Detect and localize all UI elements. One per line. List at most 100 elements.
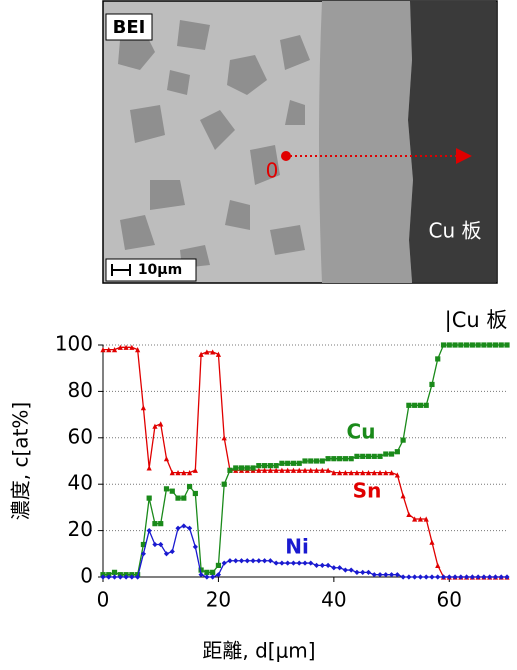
marker bbox=[383, 451, 388, 456]
region-label: Cu 板 bbox=[429, 219, 482, 243]
marker bbox=[279, 461, 284, 466]
marker bbox=[325, 563, 330, 568]
x-axis-title: 距離, d[μm] bbox=[202, 639, 315, 663]
marker bbox=[470, 342, 475, 347]
marker bbox=[204, 570, 209, 575]
marker bbox=[331, 565, 336, 570]
marker bbox=[222, 482, 227, 487]
marker bbox=[227, 558, 232, 563]
marker bbox=[360, 454, 365, 459]
marker bbox=[147, 465, 152, 470]
marker bbox=[314, 458, 319, 463]
marker bbox=[435, 563, 440, 568]
marker bbox=[262, 463, 267, 468]
micrograph: BEI 10μm 0 Cu 板 bbox=[103, 1, 497, 283]
marker bbox=[152, 424, 157, 429]
marker bbox=[504, 342, 509, 347]
marker bbox=[141, 405, 146, 410]
marker bbox=[499, 342, 504, 347]
marker bbox=[291, 461, 296, 466]
marker bbox=[233, 465, 238, 470]
marker bbox=[112, 570, 117, 575]
marker bbox=[152, 521, 157, 526]
marker bbox=[487, 342, 492, 347]
marker bbox=[366, 570, 371, 575]
marker bbox=[193, 544, 198, 549]
marker bbox=[147, 528, 152, 533]
marker bbox=[199, 352, 204, 357]
marker bbox=[308, 560, 313, 565]
y-tick-label: 60 bbox=[68, 424, 93, 448]
marker bbox=[429, 382, 434, 387]
marker bbox=[401, 574, 406, 579]
marker bbox=[222, 560, 227, 565]
marker bbox=[354, 570, 359, 575]
marker bbox=[377, 454, 382, 459]
marker bbox=[193, 468, 198, 473]
x-tick-label: 20 bbox=[206, 588, 231, 612]
marker bbox=[291, 560, 296, 565]
x-tick-label: 40 bbox=[321, 588, 346, 612]
imc-layer bbox=[319, 1, 413, 283]
marker bbox=[424, 574, 429, 579]
marker bbox=[406, 512, 411, 517]
marker bbox=[481, 342, 486, 347]
marker bbox=[256, 558, 261, 563]
marker bbox=[147, 496, 152, 501]
marker bbox=[285, 560, 290, 565]
marker bbox=[204, 574, 209, 579]
marker bbox=[308, 458, 313, 463]
marker bbox=[401, 493, 406, 498]
marker bbox=[349, 567, 354, 572]
marker bbox=[343, 567, 348, 572]
marker bbox=[406, 403, 411, 408]
marker bbox=[175, 496, 180, 501]
marker bbox=[435, 356, 440, 361]
marker bbox=[152, 542, 157, 547]
page: {"image": {"label": "BEI", "scale": "10μ… bbox=[0, 0, 517, 666]
marker bbox=[372, 454, 377, 459]
marker bbox=[464, 342, 469, 347]
marker bbox=[175, 526, 180, 531]
marker bbox=[268, 558, 273, 563]
series-label: Ni bbox=[285, 535, 309, 559]
marker bbox=[337, 565, 342, 570]
marker bbox=[216, 352, 221, 357]
marker bbox=[164, 486, 169, 491]
marker bbox=[245, 558, 250, 563]
marker bbox=[268, 463, 273, 468]
marker bbox=[112, 574, 117, 579]
y-tick-label: 80 bbox=[68, 378, 93, 402]
marker bbox=[250, 465, 255, 470]
marker bbox=[158, 421, 163, 426]
marker bbox=[187, 484, 192, 489]
marker bbox=[406, 574, 411, 579]
marker bbox=[262, 558, 267, 563]
marker bbox=[170, 489, 175, 494]
figure: BEI 10μm 0 Cu 板 |Cu 板 距離, d[μm] 濃度, c[at… bbox=[0, 0, 517, 666]
marker bbox=[401, 438, 406, 443]
marker bbox=[412, 403, 417, 408]
image-label: BEI bbox=[113, 17, 146, 38]
marker bbox=[297, 461, 302, 466]
y-tick-label: 0 bbox=[80, 564, 93, 588]
marker bbox=[320, 458, 325, 463]
marker bbox=[441, 342, 446, 347]
marker bbox=[493, 342, 498, 347]
marker bbox=[233, 558, 238, 563]
marker bbox=[435, 574, 440, 579]
marker bbox=[366, 454, 371, 459]
marker bbox=[256, 463, 261, 468]
marker bbox=[302, 560, 307, 565]
marker bbox=[360, 570, 365, 575]
marker bbox=[164, 456, 169, 461]
marker bbox=[216, 563, 221, 568]
marker bbox=[245, 465, 250, 470]
series-label: Cu bbox=[347, 420, 376, 444]
marker bbox=[250, 558, 255, 563]
marker bbox=[389, 451, 394, 456]
marker bbox=[331, 456, 336, 461]
marker bbox=[210, 574, 215, 579]
marker bbox=[181, 496, 186, 501]
marker bbox=[285, 461, 290, 466]
